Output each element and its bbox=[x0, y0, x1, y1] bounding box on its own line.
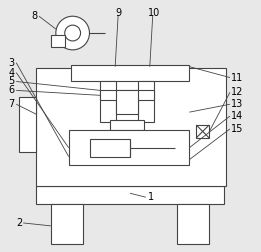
Text: 12: 12 bbox=[231, 87, 243, 97]
Bar bbox=[71, 65, 189, 80]
Text: 9: 9 bbox=[115, 8, 121, 18]
Bar bbox=[138, 80, 154, 122]
Text: 3: 3 bbox=[8, 58, 15, 68]
Bar bbox=[51, 204, 82, 244]
Circle shape bbox=[56, 16, 90, 50]
Text: 4: 4 bbox=[8, 68, 15, 78]
Bar bbox=[116, 90, 138, 114]
Bar bbox=[100, 90, 154, 100]
Circle shape bbox=[65, 25, 81, 41]
Bar bbox=[69, 130, 189, 165]
Text: 11: 11 bbox=[231, 73, 243, 83]
Text: 5: 5 bbox=[8, 77, 15, 86]
Text: 1: 1 bbox=[148, 192, 154, 202]
Text: 10: 10 bbox=[148, 8, 160, 18]
Text: 15: 15 bbox=[231, 124, 243, 134]
Bar bbox=[100, 80, 116, 122]
Text: 8: 8 bbox=[31, 11, 37, 21]
Bar bbox=[36, 186, 224, 204]
Text: 13: 13 bbox=[231, 99, 243, 109]
Text: 14: 14 bbox=[231, 111, 243, 121]
Text: 2: 2 bbox=[16, 218, 22, 228]
Bar bbox=[51, 35, 65, 47]
Bar bbox=[91, 139, 130, 157]
Bar bbox=[19, 97, 36, 152]
Bar bbox=[110, 120, 144, 130]
Text: 6: 6 bbox=[8, 85, 15, 96]
Text: 7: 7 bbox=[8, 99, 15, 109]
Bar bbox=[196, 125, 209, 138]
Bar bbox=[177, 204, 209, 244]
Bar bbox=[36, 68, 226, 186]
